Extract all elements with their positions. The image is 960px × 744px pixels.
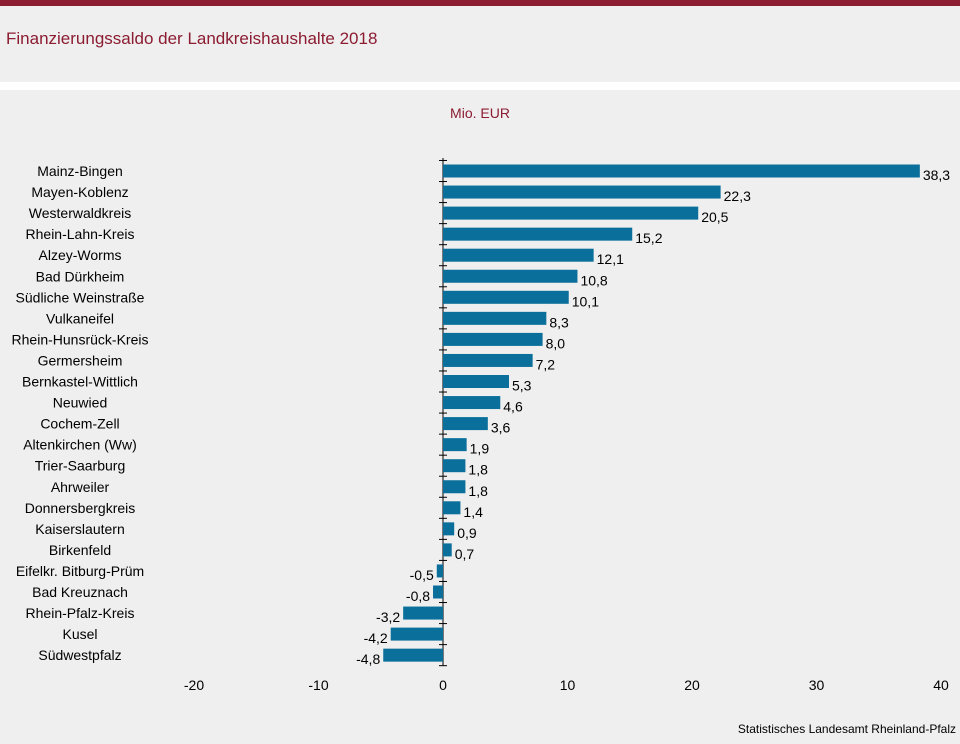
category-label: Bad Dürkheim <box>36 268 125 284</box>
x-tick-label: -10 <box>308 677 328 693</box>
bar <box>443 185 721 199</box>
category-label: Mayen-Koblenz <box>31 184 128 200</box>
bar <box>443 311 547 325</box>
bar <box>443 164 920 178</box>
value-label: 0,9 <box>457 525 477 541</box>
category-label: Mainz-Bingen <box>37 163 123 179</box>
value-label: 4,6 <box>503 399 523 415</box>
chart-panel <box>0 90 960 744</box>
header <box>0 6 960 82</box>
category-label: Eifelkr. Bitburg-Prüm <box>16 563 144 579</box>
category-label: Altenkirchen (Ww) <box>23 437 137 453</box>
value-label: 8,3 <box>549 314 569 330</box>
value-label: 38,3 <box>923 167 950 183</box>
value-label: 22,3 <box>724 188 751 204</box>
unit-label: Mio. EUR <box>450 105 510 121</box>
bar <box>443 353 533 367</box>
bar <box>443 290 569 304</box>
bar <box>443 438 467 452</box>
x-tick-label: 0 <box>439 677 447 693</box>
category-label: Kusel <box>62 626 97 642</box>
value-label: 12,1 <box>597 251 624 267</box>
value-label: 8,0 <box>546 335 566 351</box>
value-label: 1,8 <box>468 483 488 499</box>
value-label: 1,4 <box>463 504 483 520</box>
bar <box>443 227 633 241</box>
value-label: -4,2 <box>364 630 388 646</box>
category-label: Südliche Weinstraße <box>16 289 145 305</box>
divider <box>0 82 960 90</box>
bar <box>443 459 466 473</box>
x-tick-label: 40 <box>933 677 949 693</box>
value-label: 1,8 <box>468 462 488 478</box>
value-label: -3,2 <box>376 609 400 625</box>
value-label: 5,3 <box>512 378 532 394</box>
category-label: Westerwaldkreis <box>29 205 131 221</box>
category-label: Kaiserslautern <box>35 521 125 537</box>
x-tick-label: 30 <box>809 677 825 693</box>
value-label: 15,2 <box>635 230 662 246</box>
x-tick-label: 10 <box>560 677 576 693</box>
category-label: Vulkaneifel <box>46 310 114 326</box>
value-label: -4,8 <box>356 651 380 667</box>
category-label: Cochem-Zell <box>40 416 119 432</box>
category-label: Neuwied <box>53 395 107 411</box>
value-label: -0,5 <box>410 567 434 583</box>
bar <box>433 585 443 599</box>
category-label: Germersheim <box>38 352 123 368</box>
x-tick-label: 20 <box>684 677 700 693</box>
bar <box>443 332 543 346</box>
bar <box>443 522 455 536</box>
value-label: -0,8 <box>406 588 430 604</box>
category-label: Südwestpfalz <box>38 647 121 663</box>
bar <box>443 206 699 220</box>
chart-title: Finanzierungssaldo der Landkreishaushalt… <box>6 29 378 48</box>
bar <box>443 375 509 388</box>
bar <box>443 543 452 557</box>
value-label: 7,2 <box>536 356 556 372</box>
bar <box>443 269 578 283</box>
bar <box>436 564 443 578</box>
value-label: 10,8 <box>580 272 607 288</box>
source-note: Statistisches Landesamt Rheinland-Pfalz <box>737 722 956 736</box>
category-label: Donnersbergkreis <box>25 500 136 516</box>
value-label: 10,1 <box>572 293 599 309</box>
value-label: 1,9 <box>470 441 490 457</box>
top-accent-bar <box>0 0 960 6</box>
category-label: Rhein-Lahn-Kreis <box>26 226 135 242</box>
bar <box>443 480 466 494</box>
category-label: Birkenfeld <box>49 542 111 558</box>
bar <box>443 396 501 410</box>
value-label: 20,5 <box>701 209 728 225</box>
value-label: 0,7 <box>455 546 475 562</box>
category-label: Trier-Saarburg <box>35 458 126 474</box>
category-label: Ahrweiler <box>51 479 110 495</box>
category-label: Alzey-Worms <box>39 247 122 263</box>
bar <box>390 627 443 641</box>
bar <box>383 648 443 662</box>
bar <box>443 417 488 431</box>
x-tick-label: -20 <box>184 677 204 693</box>
bar <box>443 248 594 262</box>
value-label: 3,6 <box>491 420 511 436</box>
category-label: Rhein-Pfalz-Kreis <box>26 605 135 621</box>
category-label: Rhein-Hunsrück-Kreis <box>12 331 149 347</box>
bar <box>443 501 461 515</box>
category-label: Bad Kreuznach <box>32 584 128 600</box>
category-label: Bernkastel-Wittlich <box>22 374 138 390</box>
bar <box>403 606 443 620</box>
